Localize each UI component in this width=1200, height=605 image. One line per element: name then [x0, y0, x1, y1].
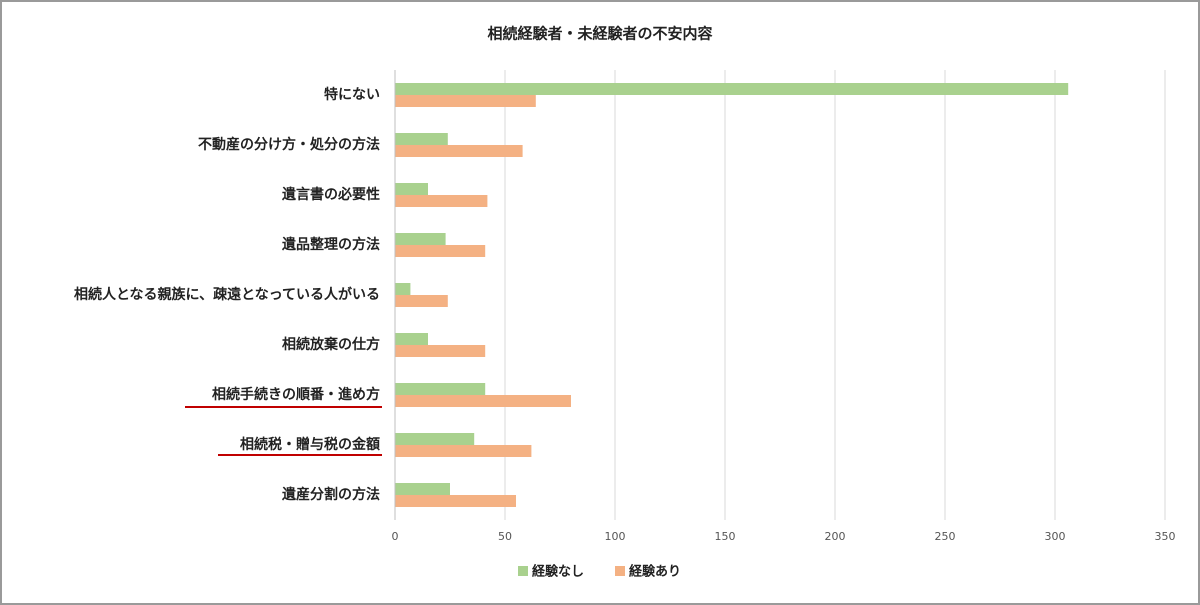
y-tick-label: 遺産分割の方法 [282, 486, 380, 503]
bar [395, 445, 532, 457]
y-tick-label: 遺言書の必要性 [282, 186, 380, 203]
y-tick-label: 特にない [324, 86, 380, 103]
y-tick-label: 相続手続きの順番・進め方 [212, 386, 380, 403]
bar [395, 183, 428, 195]
bar [395, 383, 486, 395]
bar [395, 333, 428, 345]
bar [395, 495, 516, 507]
y-tick-label: 相続税・贈与税の金額 [240, 436, 380, 453]
x-tick-label: 0 [392, 530, 399, 543]
x-tick-label: 300 [1045, 530, 1066, 543]
bar [395, 133, 448, 145]
x-tick-label: 350 [1155, 530, 1176, 543]
x-tick-label: 150 [715, 530, 736, 543]
bar [395, 295, 448, 307]
bar [395, 233, 446, 245]
bar [395, 145, 523, 157]
legend-label: 経験なし [532, 564, 584, 580]
bar [395, 395, 571, 407]
bar [395, 483, 450, 495]
y-tick-label: 不動産の分け方・処分の方法 [198, 136, 380, 153]
chart-title: 相続経験者・未経験者の不安内容 [487, 25, 712, 43]
y-tick-label: 遺品整理の方法 [282, 236, 380, 253]
legend-label: 経験あり [629, 564, 681, 580]
bar [395, 433, 475, 445]
x-tick-label: 100 [605, 530, 626, 543]
bar [395, 195, 488, 207]
y-tick-label: 相続放棄の仕方 [282, 336, 380, 353]
legend-swatch [615, 566, 625, 576]
bar [395, 83, 1069, 95]
x-tick-label: 200 [825, 530, 846, 543]
bar [395, 283, 411, 295]
bar [395, 95, 536, 107]
x-tick-label: 250 [935, 530, 956, 543]
legend-swatch [518, 566, 528, 576]
x-tick-label: 50 [498, 530, 512, 543]
bar [395, 245, 486, 257]
bar [395, 345, 486, 357]
y-tick-label: 相続人となる親族に、疎遠となっている人がいる [74, 286, 380, 303]
